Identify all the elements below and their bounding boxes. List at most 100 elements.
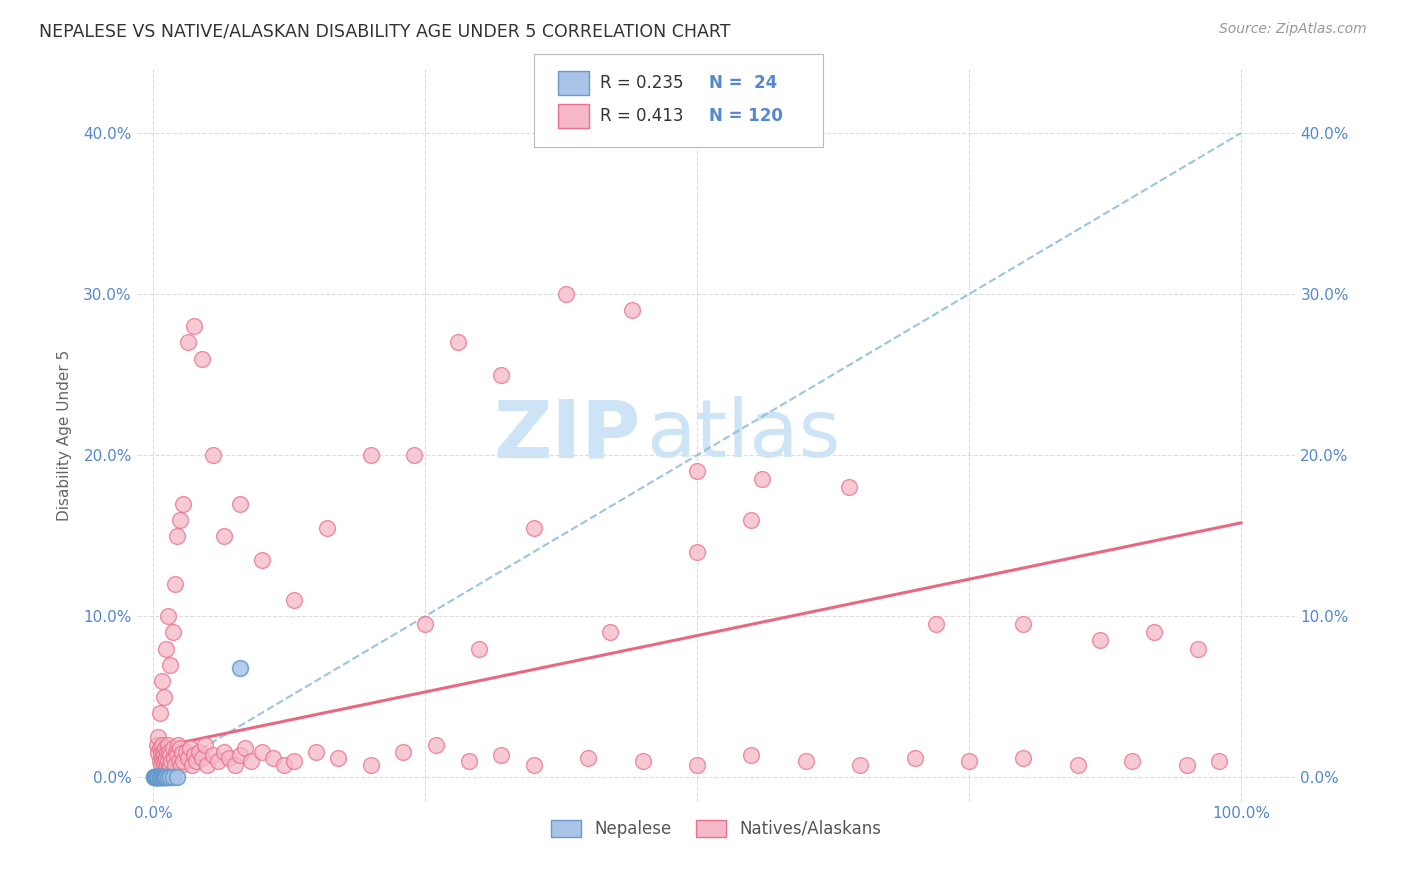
Point	[155, 641, 177, 656]
Point	[201, 448, 224, 462]
Point	[183, 747, 205, 762]
Point	[179, 741, 201, 756]
Point	[283, 754, 305, 768]
Point	[143, 771, 166, 785]
Point	[152, 771, 174, 785]
Point	[172, 746, 194, 760]
Point	[143, 771, 166, 785]
Point	[392, 745, 415, 759]
Point	[165, 745, 187, 759]
Point	[740, 747, 762, 762]
Point	[166, 747, 188, 762]
Point	[686, 464, 709, 478]
Point	[177, 751, 200, 765]
Point	[191, 751, 214, 765]
Point	[148, 741, 170, 756]
Point	[212, 529, 235, 543]
Point	[156, 757, 179, 772]
Point	[156, 745, 179, 759]
Text: N =  24: N = 24	[709, 74, 778, 92]
Point	[153, 754, 176, 768]
Point	[157, 738, 180, 752]
Point	[413, 617, 436, 632]
Point	[145, 771, 167, 785]
Point	[153, 747, 176, 762]
Point	[224, 757, 246, 772]
Point	[148, 771, 170, 785]
Point	[153, 771, 176, 785]
Text: R = 0.413: R = 0.413	[600, 107, 683, 125]
Point	[1012, 751, 1035, 765]
Point	[172, 754, 194, 768]
Point	[170, 757, 193, 772]
Point	[1012, 617, 1035, 632]
Point	[148, 706, 170, 720]
Point	[148, 771, 170, 785]
Point	[523, 521, 546, 535]
Point	[167, 754, 190, 768]
Point	[283, 593, 305, 607]
Point	[740, 513, 762, 527]
Point	[183, 319, 205, 334]
Point	[305, 745, 328, 759]
Point	[250, 553, 273, 567]
Point	[148, 771, 170, 785]
Point	[155, 751, 177, 765]
Point	[159, 747, 181, 762]
Point	[150, 751, 173, 765]
Point	[229, 496, 252, 510]
Point	[925, 617, 948, 632]
Point	[167, 738, 190, 752]
Point	[159, 657, 181, 672]
Point	[162, 771, 184, 785]
Point	[489, 368, 512, 382]
Point	[155, 761, 177, 775]
Point	[160, 754, 183, 768]
Point	[148, 746, 170, 760]
Text: ZIP: ZIP	[494, 396, 641, 474]
Point	[150, 771, 173, 785]
Point	[250, 745, 273, 759]
Text: Source: ZipAtlas.com: Source: ZipAtlas.com	[1219, 22, 1367, 37]
Point	[159, 771, 181, 785]
Point	[425, 738, 447, 752]
Point	[155, 771, 177, 785]
Point	[273, 757, 295, 772]
Point	[904, 751, 927, 765]
Point	[489, 747, 512, 762]
Point	[186, 754, 208, 768]
Point	[150, 673, 173, 688]
Point	[838, 480, 860, 494]
Point	[229, 747, 252, 762]
Point	[153, 771, 176, 785]
Point	[174, 745, 197, 759]
Text: N = 120: N = 120	[709, 107, 783, 125]
Point	[146, 771, 169, 785]
Point	[239, 754, 262, 768]
Point	[157, 771, 180, 785]
Point	[145, 771, 167, 785]
Point	[195, 757, 218, 772]
Point	[207, 754, 229, 768]
Point	[446, 335, 468, 350]
Point	[194, 738, 217, 752]
Point	[212, 745, 235, 759]
Point	[172, 496, 194, 510]
Point	[468, 641, 491, 656]
Point	[262, 751, 284, 765]
Point	[360, 757, 382, 772]
Point	[794, 754, 817, 768]
Point	[143, 771, 166, 785]
Point	[153, 741, 176, 756]
Point	[157, 761, 180, 775]
Point	[149, 746, 172, 760]
Point	[555, 287, 578, 301]
Point	[177, 335, 200, 350]
Text: NEPALESE VS NATIVE/ALASKAN DISABILITY AGE UNDER 5 CORRELATION CHART: NEPALESE VS NATIVE/ALASKAN DISABILITY AG…	[39, 22, 731, 40]
Point	[1121, 754, 1143, 768]
Point	[1208, 754, 1230, 768]
Point	[148, 754, 170, 768]
Point	[148, 771, 170, 785]
Point	[1143, 625, 1166, 640]
Point	[457, 754, 479, 768]
